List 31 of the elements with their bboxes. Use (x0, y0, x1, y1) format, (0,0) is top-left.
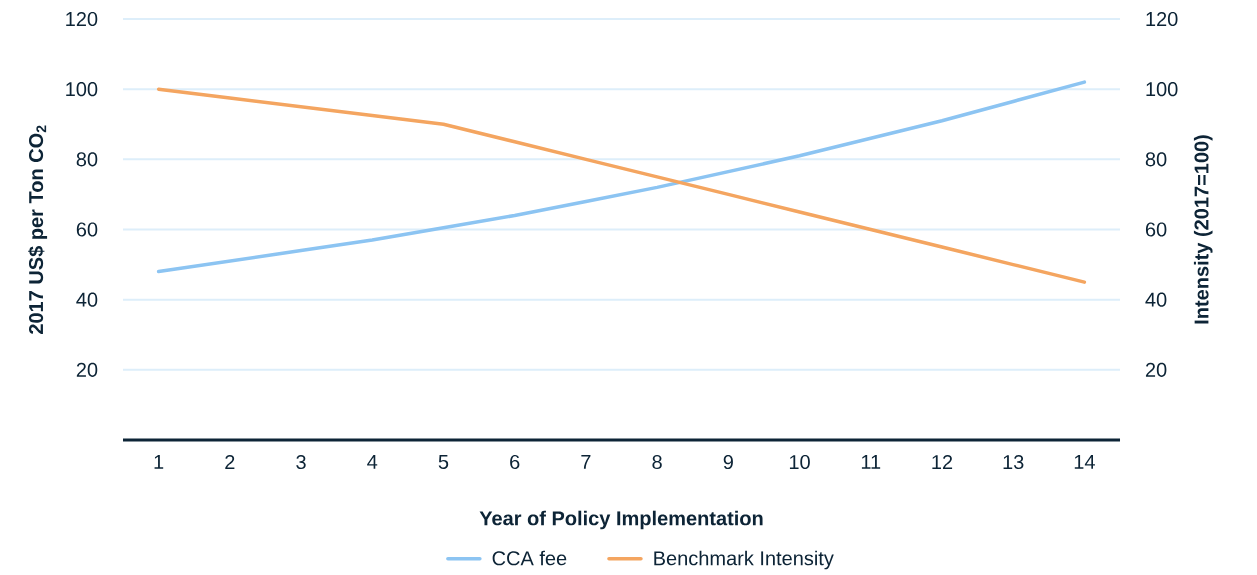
y2-tick-label: 60 (1145, 222, 1167, 237)
y-tick-label: 100 (66, 82, 98, 97)
x-tick-label: 5 (438, 454, 449, 469)
y2-tick-label: 100 (1146, 82, 1178, 97)
legend-label: Benchmark Intensity (654, 550, 834, 570)
x-tick-label: 7 (581, 454, 591, 469)
y2-tick-label: 120 (1146, 11, 1178, 27)
y2-axis-title: Intensity (2017=100) (1193, 135, 1213, 324)
x-tick-label: 12 (932, 454, 953, 469)
y2-tick-label: 80 (1145, 152, 1167, 167)
x-tick-label: 13 (1003, 454, 1024, 470)
x-axis-title: Year of Policy Implementation (479, 510, 763, 530)
x-tick-label: 14 (1074, 454, 1095, 469)
x-tick-label: 8 (652, 454, 662, 470)
y-tick-label: 60 (76, 222, 98, 237)
x-tick-label: 11 (861, 454, 881, 469)
x-tick-label: 3 (296, 454, 306, 470)
x-tick-label: 10 (789, 454, 810, 470)
y-axis-title: 2017 US$ per Ton CO$_{2}$ (28, 125, 48, 334)
x-tick-label: 2 (225, 454, 235, 469)
y-tick-label: 40 (76, 292, 98, 307)
y2-tick-label: 40 (1145, 292, 1167, 307)
legend-label: CCA fee (492, 550, 567, 566)
y-tick-label: 80 (76, 152, 98, 167)
x-tick-label: 6 (510, 454, 520, 470)
x-tick-label: 4 (367, 454, 378, 469)
x-tick-label: 1 (154, 454, 164, 469)
x-tick-label: 9 (723, 454, 733, 470)
y2-tick-label: 20 (1145, 362, 1167, 377)
y-tick-label: 120 (66, 11, 98, 27)
y-tick-label: 20 (76, 362, 98, 377)
